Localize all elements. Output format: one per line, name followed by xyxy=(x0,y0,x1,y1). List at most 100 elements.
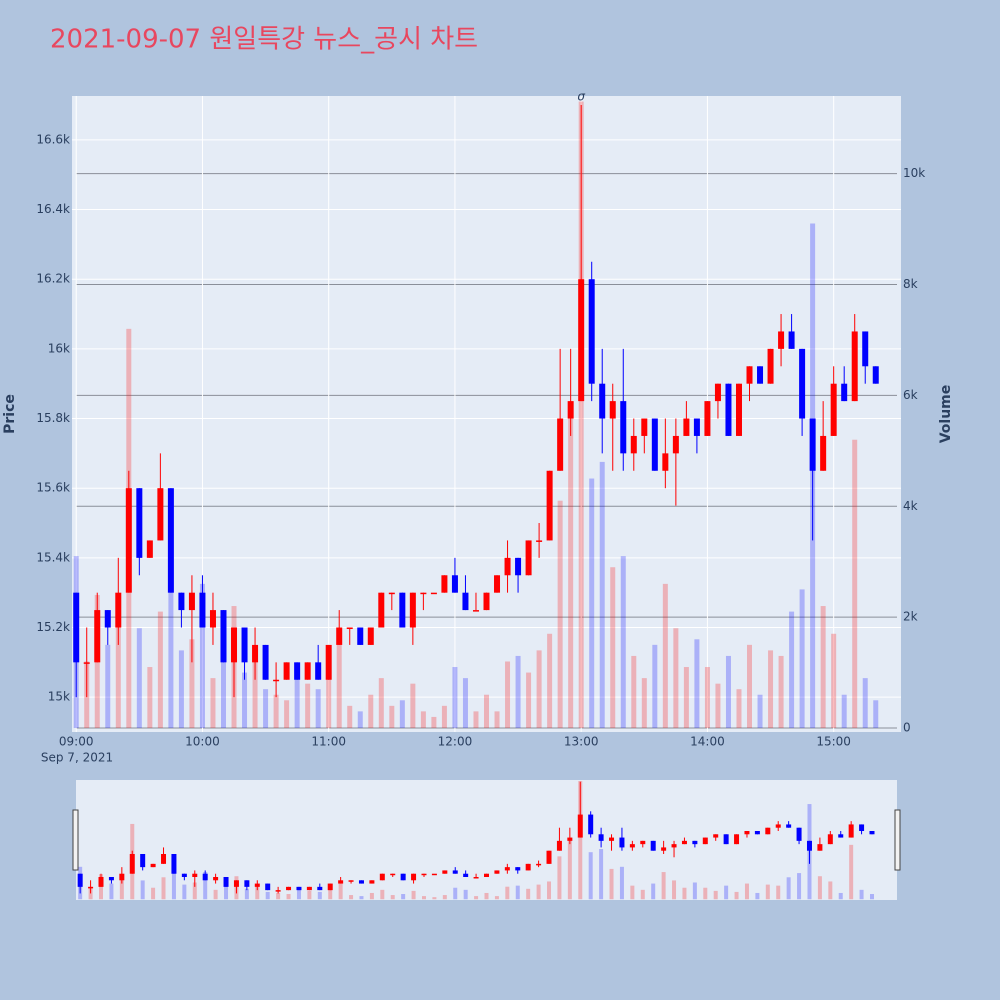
volume-bar xyxy=(378,678,384,729)
volume-bar xyxy=(757,694,763,729)
candle-body xyxy=(220,610,227,663)
volume-bar xyxy=(305,683,311,729)
x-date-label: Sep 7, 2021 xyxy=(41,751,113,765)
volume-bar xyxy=(692,882,697,900)
candle-body xyxy=(146,540,153,558)
volume-bar xyxy=(157,611,163,729)
candle-body xyxy=(315,662,322,680)
candle-body xyxy=(704,401,711,436)
volume-bar xyxy=(725,655,731,729)
volume-bar xyxy=(768,650,774,729)
y-axis-title: Price xyxy=(2,394,18,434)
y2-tick-label: 0 xyxy=(903,721,911,735)
volume-bar xyxy=(789,611,795,729)
candle-body xyxy=(744,830,750,835)
candle-body xyxy=(463,873,469,877)
candle-body xyxy=(367,627,374,645)
candle-body xyxy=(578,279,585,402)
candle-body xyxy=(515,867,521,871)
volume-bar xyxy=(171,863,176,900)
y-tick-label: 16k xyxy=(48,341,70,355)
candle-body xyxy=(357,627,364,645)
candle-body xyxy=(796,827,802,841)
volume-bar xyxy=(421,896,426,900)
candle-body xyxy=(462,592,469,611)
volume-bar xyxy=(515,655,521,729)
candle-body xyxy=(650,840,656,851)
volume-bar xyxy=(505,886,510,900)
candle-body xyxy=(296,886,302,891)
candle-body xyxy=(757,366,764,384)
chart-title: 2021-09-07 원일특강 뉴스_공시 차트 xyxy=(50,25,478,55)
volume-bar xyxy=(494,896,499,900)
candle-body xyxy=(399,592,406,628)
volume-bar xyxy=(852,439,858,729)
volume-bar xyxy=(347,705,353,729)
volume-bar xyxy=(452,667,458,729)
candle-body xyxy=(862,331,869,367)
candle-body xyxy=(683,418,690,436)
candle-body xyxy=(778,331,785,349)
volume-bar xyxy=(869,894,874,900)
volume-bar xyxy=(462,678,468,729)
candle-body xyxy=(327,883,333,891)
volume-bar xyxy=(255,884,260,900)
volume-bar xyxy=(140,880,145,900)
candle-body xyxy=(473,876,479,879)
candle-body xyxy=(77,873,83,887)
candle-body xyxy=(598,834,604,841)
volume-bar xyxy=(328,886,333,900)
volume-bar xyxy=(494,711,500,729)
candle-body xyxy=(409,592,416,628)
volume-bar xyxy=(380,889,385,900)
candle-body xyxy=(275,890,281,892)
candle-body xyxy=(202,873,208,881)
candle-body xyxy=(83,662,90,664)
volume-bar xyxy=(661,872,666,900)
candle-body xyxy=(556,840,562,851)
volume-bar xyxy=(862,678,868,729)
y-tick-label: 15.2k xyxy=(36,620,70,634)
range-slider[interactable] xyxy=(76,780,897,900)
candle-body xyxy=(869,830,875,835)
candle-body xyxy=(161,853,167,864)
candle-body xyxy=(231,627,238,663)
volume-bar xyxy=(473,711,479,729)
candle-body xyxy=(451,575,458,593)
volume-bar xyxy=(136,628,142,729)
volume-bar xyxy=(224,885,229,900)
volume-bar xyxy=(620,556,626,729)
candle-body xyxy=(136,488,143,558)
candle-body xyxy=(577,814,583,838)
volume-bar xyxy=(147,667,153,729)
range-handle-left[interactable] xyxy=(72,809,79,871)
candle-body xyxy=(73,592,80,663)
volume-bar xyxy=(273,694,279,729)
candle-body xyxy=(619,837,625,848)
volume-bar xyxy=(357,711,363,729)
candle-body xyxy=(125,488,132,593)
volume-bar xyxy=(557,856,562,900)
x-tick-label: 10:00 xyxy=(185,735,220,749)
candle-body xyxy=(483,592,490,611)
candle-body xyxy=(515,557,522,576)
volume-bar xyxy=(599,849,604,900)
candle-body xyxy=(651,418,658,471)
candle-body xyxy=(504,557,511,576)
volume-bar xyxy=(747,644,753,729)
y2-tick-label: 6k xyxy=(903,388,918,402)
candle-body xyxy=(841,383,848,402)
volume-bar xyxy=(178,650,184,729)
y-tick-label: 15k xyxy=(48,690,70,704)
candle-body xyxy=(254,883,260,887)
volume-bar xyxy=(294,667,300,729)
candle-body xyxy=(306,886,312,891)
candle-body xyxy=(178,592,185,611)
volume-bar xyxy=(399,700,405,729)
candle-body xyxy=(98,876,104,887)
volume-bar xyxy=(390,895,395,900)
candle-body xyxy=(390,873,396,876)
range-handle-right[interactable] xyxy=(894,809,901,871)
volume-bar xyxy=(109,883,114,900)
volume-bar xyxy=(536,650,542,729)
